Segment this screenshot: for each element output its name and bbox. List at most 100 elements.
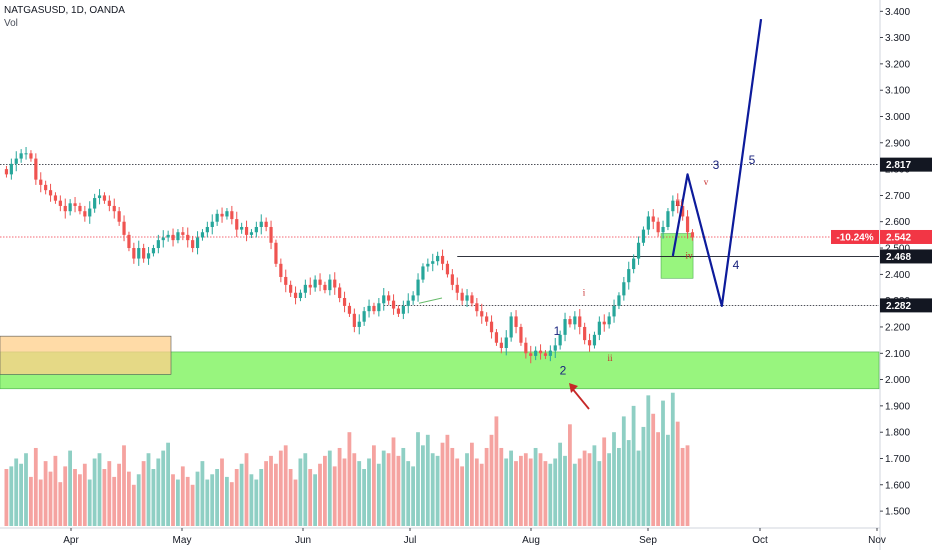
candle-body xyxy=(494,332,499,343)
volume-bar xyxy=(455,458,460,526)
volume-bar xyxy=(229,482,234,526)
elliott-wave-projection xyxy=(671,19,763,308)
volume-bar xyxy=(48,471,53,526)
candle-body xyxy=(514,316,518,327)
volume-bar xyxy=(396,455,401,526)
candle-body xyxy=(656,221,660,233)
candle-body xyxy=(186,234,190,241)
candle-body xyxy=(93,198,97,209)
x-tick-label-sep: Sep xyxy=(639,535,657,546)
minor-wave-iv: iv xyxy=(685,251,693,261)
candle-body xyxy=(504,337,508,348)
volume-bar xyxy=(656,432,660,526)
candle-body xyxy=(171,234,175,241)
candle-body xyxy=(205,226,209,233)
candle-body xyxy=(68,203,72,212)
candle-body xyxy=(676,200,680,206)
price-tag-2817-bg xyxy=(880,157,932,172)
volume-bar xyxy=(543,461,548,526)
candle-body xyxy=(362,311,366,322)
candle-body xyxy=(102,195,107,201)
volume-bar xyxy=(195,471,200,526)
volume-bar xyxy=(337,447,342,526)
candle-body xyxy=(489,321,494,333)
volume-bar xyxy=(680,447,685,526)
candle-body xyxy=(568,319,572,325)
candle-body xyxy=(431,261,435,264)
volume-label[interactable]: Vol xyxy=(4,18,18,29)
volume-bar xyxy=(283,445,288,526)
volume-bar xyxy=(553,458,558,526)
candle-body xyxy=(416,279,420,296)
volume-bar xyxy=(53,455,58,526)
candle-body xyxy=(499,342,503,348)
volume-bar xyxy=(58,482,63,526)
wave-label-2: 2 xyxy=(560,363,567,377)
candle-body xyxy=(249,232,254,235)
y-tick-label: 1.600 xyxy=(885,480,910,491)
y-tick-label: 2.600 xyxy=(885,217,910,228)
wave-label-4: 4 xyxy=(733,258,740,272)
candle-body xyxy=(382,295,386,304)
candle-body xyxy=(440,255,445,264)
price-tag-2282: 2.282 xyxy=(886,301,911,312)
volume-bar xyxy=(9,466,14,526)
candle-body xyxy=(293,292,298,299)
volume-bar xyxy=(68,450,72,526)
y-tick-label: 2.500 xyxy=(885,244,910,255)
candle-body xyxy=(465,295,469,301)
volume-bar xyxy=(523,453,528,526)
volume-bar xyxy=(127,471,131,526)
time-axis[interactable]: Apr May Jun Jul Aug Sep Oct Nov xyxy=(0,527,886,546)
y-tick-label: 1.900 xyxy=(885,401,910,412)
volume-bar xyxy=(670,392,675,526)
candle-body xyxy=(161,237,165,241)
symbol-label[interactable]: NATGASUSD, 1D, OANDA xyxy=(4,5,125,16)
volume-bar xyxy=(141,461,146,526)
candle-body xyxy=(29,153,33,159)
price-axis[interactable]: 3.4003.3003.2003.1003.0002.9002.8002.700… xyxy=(831,0,932,550)
volume-bar xyxy=(592,445,597,526)
candle-body xyxy=(210,221,214,227)
candlesticks xyxy=(4,147,695,364)
price-tag-current: 2.542 xyxy=(886,232,911,243)
volume-bar xyxy=(97,453,102,526)
candle-body xyxy=(39,179,43,185)
volume-bar xyxy=(313,474,317,526)
candle-body xyxy=(455,284,459,293)
wave-projection-line xyxy=(671,19,763,308)
candle-body xyxy=(264,221,268,227)
candle-body xyxy=(63,205,67,212)
candle-body xyxy=(573,316,577,325)
candle-body xyxy=(53,195,58,201)
candle-body xyxy=(558,334,562,346)
volume-bar xyxy=(205,479,210,526)
candle-body xyxy=(244,226,249,235)
candle-body xyxy=(543,353,548,356)
candle-body xyxy=(122,221,126,235)
volume-bar xyxy=(460,466,464,526)
candle-body xyxy=(347,305,352,314)
candle-body xyxy=(583,326,587,341)
volume-bar xyxy=(572,463,577,526)
volume-bar xyxy=(185,476,190,526)
volume-bar xyxy=(661,400,665,526)
volume-bar xyxy=(376,463,381,526)
candle-body xyxy=(450,274,454,285)
candle-body xyxy=(685,216,690,233)
candle-body xyxy=(548,350,552,356)
volume-bar xyxy=(73,469,77,526)
price-tag-2282-bg xyxy=(880,298,932,313)
candle-body xyxy=(445,263,450,275)
candle-body xyxy=(191,240,195,249)
volume-bar xyxy=(621,416,626,526)
candle-body xyxy=(607,316,611,325)
volume-bar xyxy=(435,455,440,526)
candle-body xyxy=(323,284,327,291)
volume-bar xyxy=(347,432,352,526)
candle-body xyxy=(617,295,621,306)
candle-body xyxy=(107,200,111,206)
supply-zone xyxy=(0,335,172,375)
